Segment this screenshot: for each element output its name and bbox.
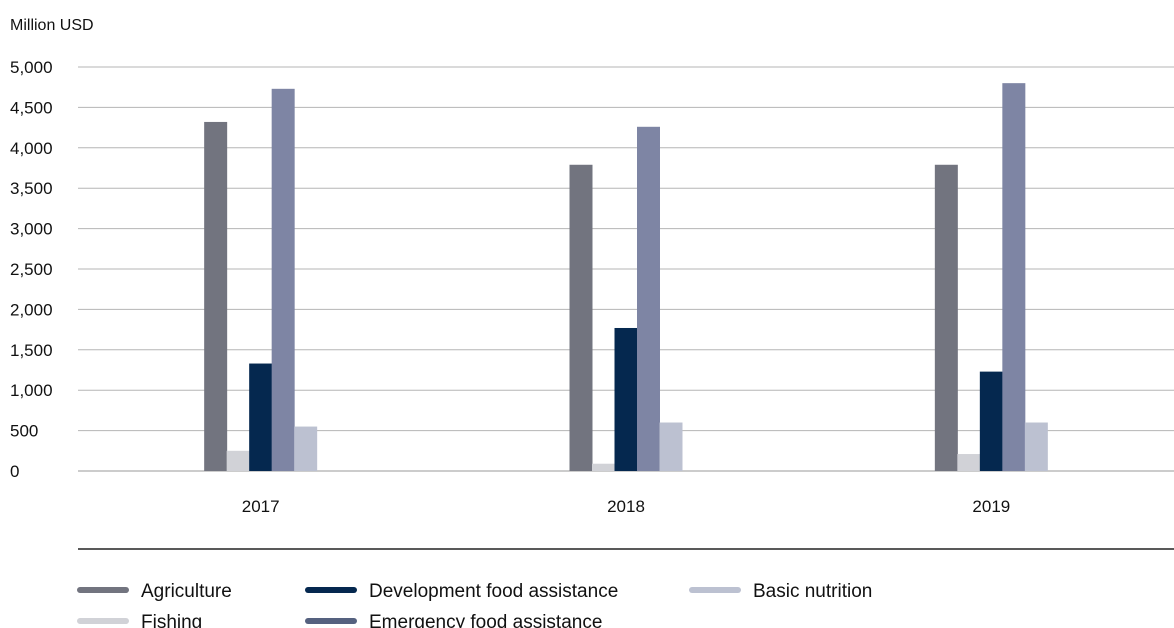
y-tick-label: 3,500 — [10, 179, 53, 198]
bar-agriculture — [204, 121, 228, 471]
bar-basic-nutrition — [659, 422, 683, 471]
x-tick-labels: 2017 2018 2019 — [242, 497, 1010, 516]
y-tick-label: 1,000 — [10, 381, 53, 400]
bar-agriculture — [569, 164, 593, 471]
y-tick-label: 3,000 — [10, 220, 53, 239]
y-tick-label: 0 — [10, 462, 19, 481]
bars — [204, 83, 1048, 472]
y-tick-label: 2,000 — [10, 300, 53, 319]
y-tick-label: 500 — [10, 422, 38, 441]
bar-fishing — [592, 463, 615, 471]
bar-basic-nutrition — [294, 426, 318, 471]
y-tick-labels: 0 500 1,000 1,500 2,000 2,500 3,000 3,500 4,000 4… — [10, 58, 53, 481]
bar-development-food-assistance — [614, 327, 638, 471]
y-tick-label: 4,500 — [10, 98, 53, 117]
legend-label: Emergency food assistance — [369, 612, 602, 628]
bar-development-food-assistance — [249, 363, 273, 471]
legend-label: Fishing — [141, 612, 202, 628]
bar-basic-nutrition — [1024, 422, 1048, 471]
x-tick-label: 2017 — [242, 497, 280, 516]
legend-label: Agriculture — [141, 581, 232, 602]
y-tick-label: 4,000 — [10, 139, 53, 158]
bar-development-food-assistance — [979, 371, 1003, 471]
legend-label: Development food assistance — [369, 581, 618, 602]
y-tick-label: 5,000 — [10, 58, 53, 77]
bar-emergency-food-assistance — [1002, 83, 1026, 471]
bar-fishing — [957, 454, 981, 471]
bar-emergency-food-assistance — [271, 88, 295, 471]
y-tick-label: 2,500 — [10, 260, 53, 279]
bar-agriculture — [934, 164, 958, 471]
legend: Agriculture Development food assistance Ba… — [77, 581, 872, 628]
y-tick-label: 1,500 — [10, 341, 53, 360]
bar-emergency-food-assistance — [637, 126, 660, 472]
legend-label: Basic nutrition — [753, 581, 872, 602]
x-tick-label: 2018 — [607, 497, 645, 516]
bar-fishing — [226, 450, 250, 471]
y-axis-label: Million USD — [10, 17, 94, 34]
x-tick-label: 2019 — [972, 497, 1010, 516]
